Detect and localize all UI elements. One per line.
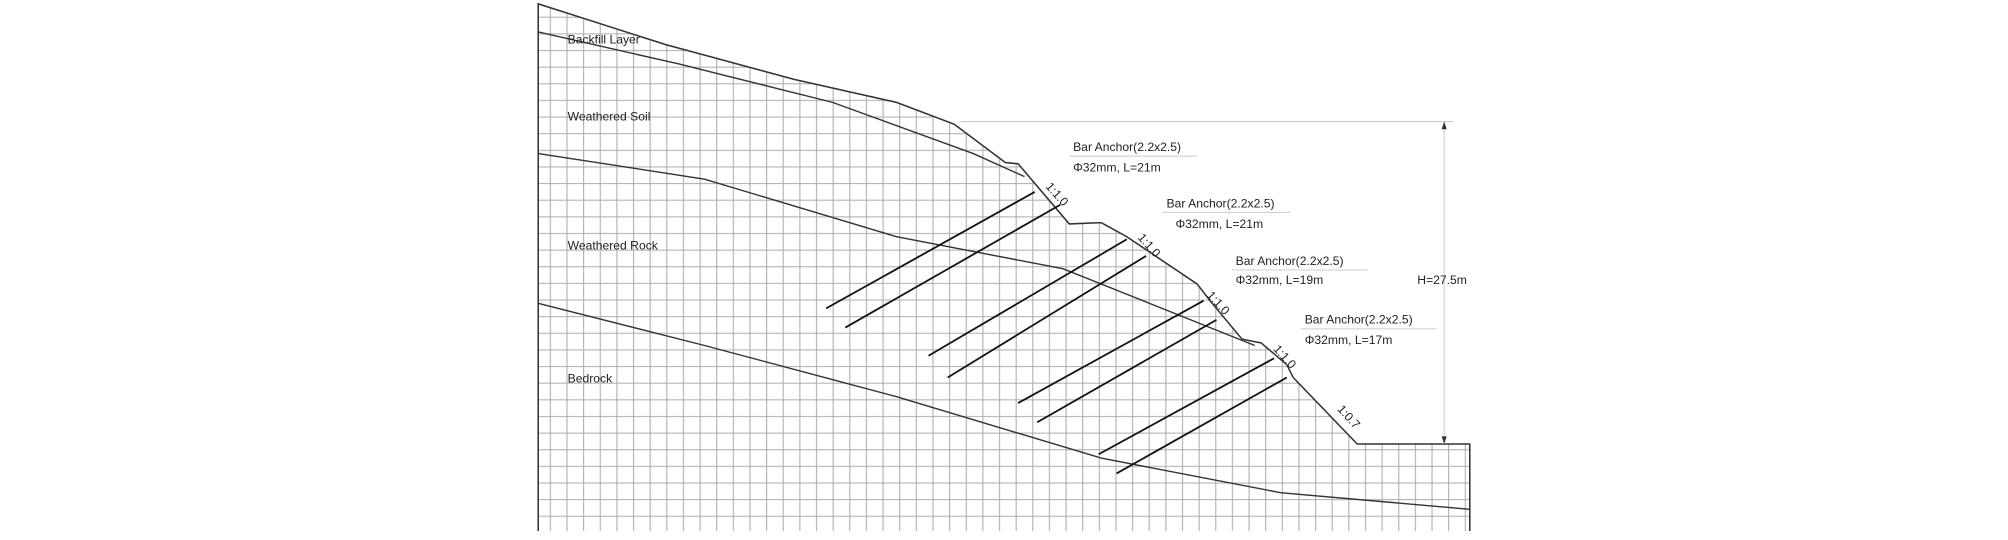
mesh — [538, 3, 1470, 532]
anchor-spec: Φ32mm, L=19m — [1236, 273, 1324, 287]
anchor-spec: Φ32mm, L=21m — [1073, 160, 1161, 174]
leaders — [960, 121, 1454, 445]
layer-label: Bedrock — [568, 372, 613, 386]
layer-label: Weathered Rock — [568, 239, 659, 253]
anchors — [825, 191, 1288, 475]
layer-label: Backfill Layer — [568, 33, 640, 47]
ground-outline — [537, 2, 1471, 532]
layer-boundaries — [538, 31, 1470, 510]
anchor-title: Bar Anchor(2.2x2.5) — [1167, 196, 1275, 210]
height-label: H=27.5m — [1417, 273, 1467, 287]
anchor-title: Bar Anchor(2.2x2.5) — [1073, 140, 1181, 154]
anchor-spec: Φ32mm, L=17m — [1305, 333, 1393, 347]
anchor-spec: Φ32mm, L=21m — [1175, 217, 1263, 231]
anchor-title: Bar Anchor(2.2x2.5) — [1305, 313, 1413, 327]
anchor-title: Bar Anchor(2.2x2.5) — [1236, 254, 1344, 268]
layer-label: Weathered Soil — [568, 109, 651, 123]
